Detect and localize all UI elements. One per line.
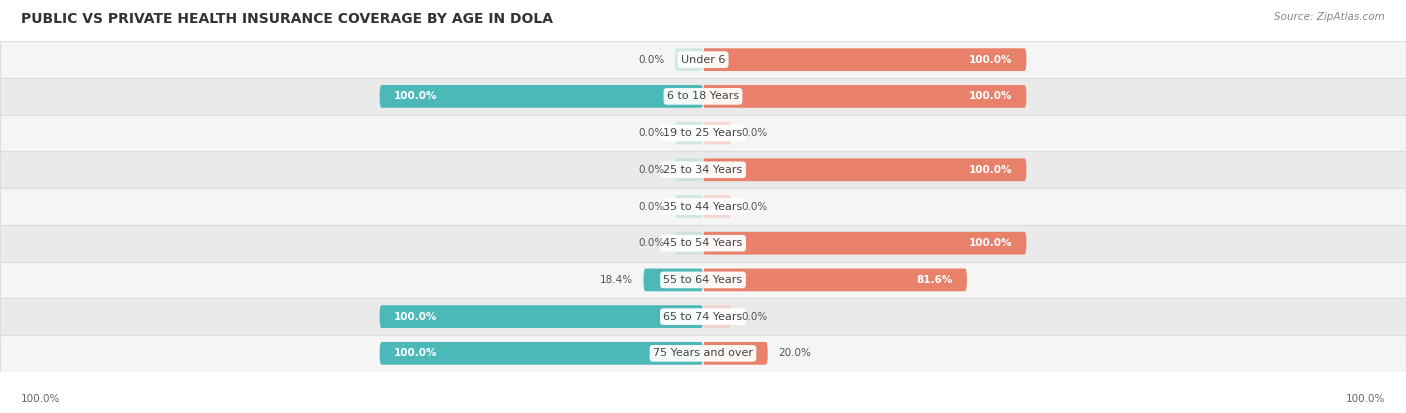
Text: Source: ZipAtlas.com: Source: ZipAtlas.com	[1274, 12, 1385, 22]
FancyBboxPatch shape	[703, 268, 967, 291]
Text: PUBLIC VS PRIVATE HEALTH INSURANCE COVERAGE BY AGE IN DOLA: PUBLIC VS PRIVATE HEALTH INSURANCE COVER…	[21, 12, 553, 26]
Bar	[0, 78, 1406, 115]
Text: 35 to 44 Years: 35 to 44 Years	[664, 202, 742, 211]
Bar	[0, 261, 1406, 298]
FancyBboxPatch shape	[703, 85, 1026, 108]
FancyBboxPatch shape	[380, 305, 703, 328]
FancyBboxPatch shape	[703, 342, 768, 365]
Text: 65 to 74 Years: 65 to 74 Years	[664, 312, 742, 322]
Bar	[0, 152, 1406, 188]
FancyBboxPatch shape	[703, 48, 1026, 71]
Text: 100.0%: 100.0%	[1346, 394, 1385, 404]
FancyBboxPatch shape	[703, 305, 731, 328]
FancyBboxPatch shape	[380, 342, 703, 365]
FancyBboxPatch shape	[703, 122, 731, 145]
FancyBboxPatch shape	[675, 48, 703, 71]
Text: 100.0%: 100.0%	[969, 91, 1012, 101]
FancyBboxPatch shape	[380, 85, 703, 108]
Text: 100.0%: 100.0%	[969, 165, 1012, 175]
FancyBboxPatch shape	[675, 232, 703, 254]
Bar	[0, 335, 1406, 372]
Text: 100.0%: 100.0%	[969, 55, 1012, 65]
Text: 20.0%: 20.0%	[779, 348, 811, 358]
Text: 19 to 25 Years: 19 to 25 Years	[664, 128, 742, 138]
Text: 100.0%: 100.0%	[394, 312, 437, 322]
Text: 0.0%: 0.0%	[742, 202, 768, 211]
Text: 100.0%: 100.0%	[969, 238, 1012, 248]
Text: 55 to 64 Years: 55 to 64 Years	[664, 275, 742, 285]
FancyBboxPatch shape	[703, 232, 1026, 254]
Text: 100.0%: 100.0%	[394, 348, 437, 358]
Text: 75 Years and over: 75 Years and over	[652, 348, 754, 358]
Text: 100.0%: 100.0%	[21, 394, 60, 404]
Text: 100.0%: 100.0%	[394, 91, 437, 101]
Text: 18.4%: 18.4%	[600, 275, 633, 285]
FancyBboxPatch shape	[703, 159, 1026, 181]
Text: 0.0%: 0.0%	[742, 312, 768, 322]
Text: 0.0%: 0.0%	[638, 128, 665, 138]
Text: 25 to 34 Years: 25 to 34 Years	[664, 165, 742, 175]
FancyBboxPatch shape	[675, 195, 703, 218]
Text: 0.0%: 0.0%	[742, 128, 768, 138]
FancyBboxPatch shape	[703, 195, 731, 218]
Bar	[0, 188, 1406, 225]
Bar	[0, 41, 1406, 78]
Text: 0.0%: 0.0%	[638, 165, 665, 175]
Bar	[0, 225, 1406, 261]
Bar	[0, 298, 1406, 335]
Text: 81.6%: 81.6%	[917, 275, 953, 285]
Text: 45 to 54 Years: 45 to 54 Years	[664, 238, 742, 248]
FancyBboxPatch shape	[644, 268, 703, 291]
FancyBboxPatch shape	[675, 159, 703, 181]
FancyBboxPatch shape	[675, 122, 703, 145]
Text: 6 to 18 Years: 6 to 18 Years	[666, 91, 740, 101]
Text: Under 6: Under 6	[681, 55, 725, 65]
Text: 0.0%: 0.0%	[638, 202, 665, 211]
Bar	[0, 115, 1406, 152]
Text: 0.0%: 0.0%	[638, 238, 665, 248]
Text: 0.0%: 0.0%	[638, 55, 665, 65]
